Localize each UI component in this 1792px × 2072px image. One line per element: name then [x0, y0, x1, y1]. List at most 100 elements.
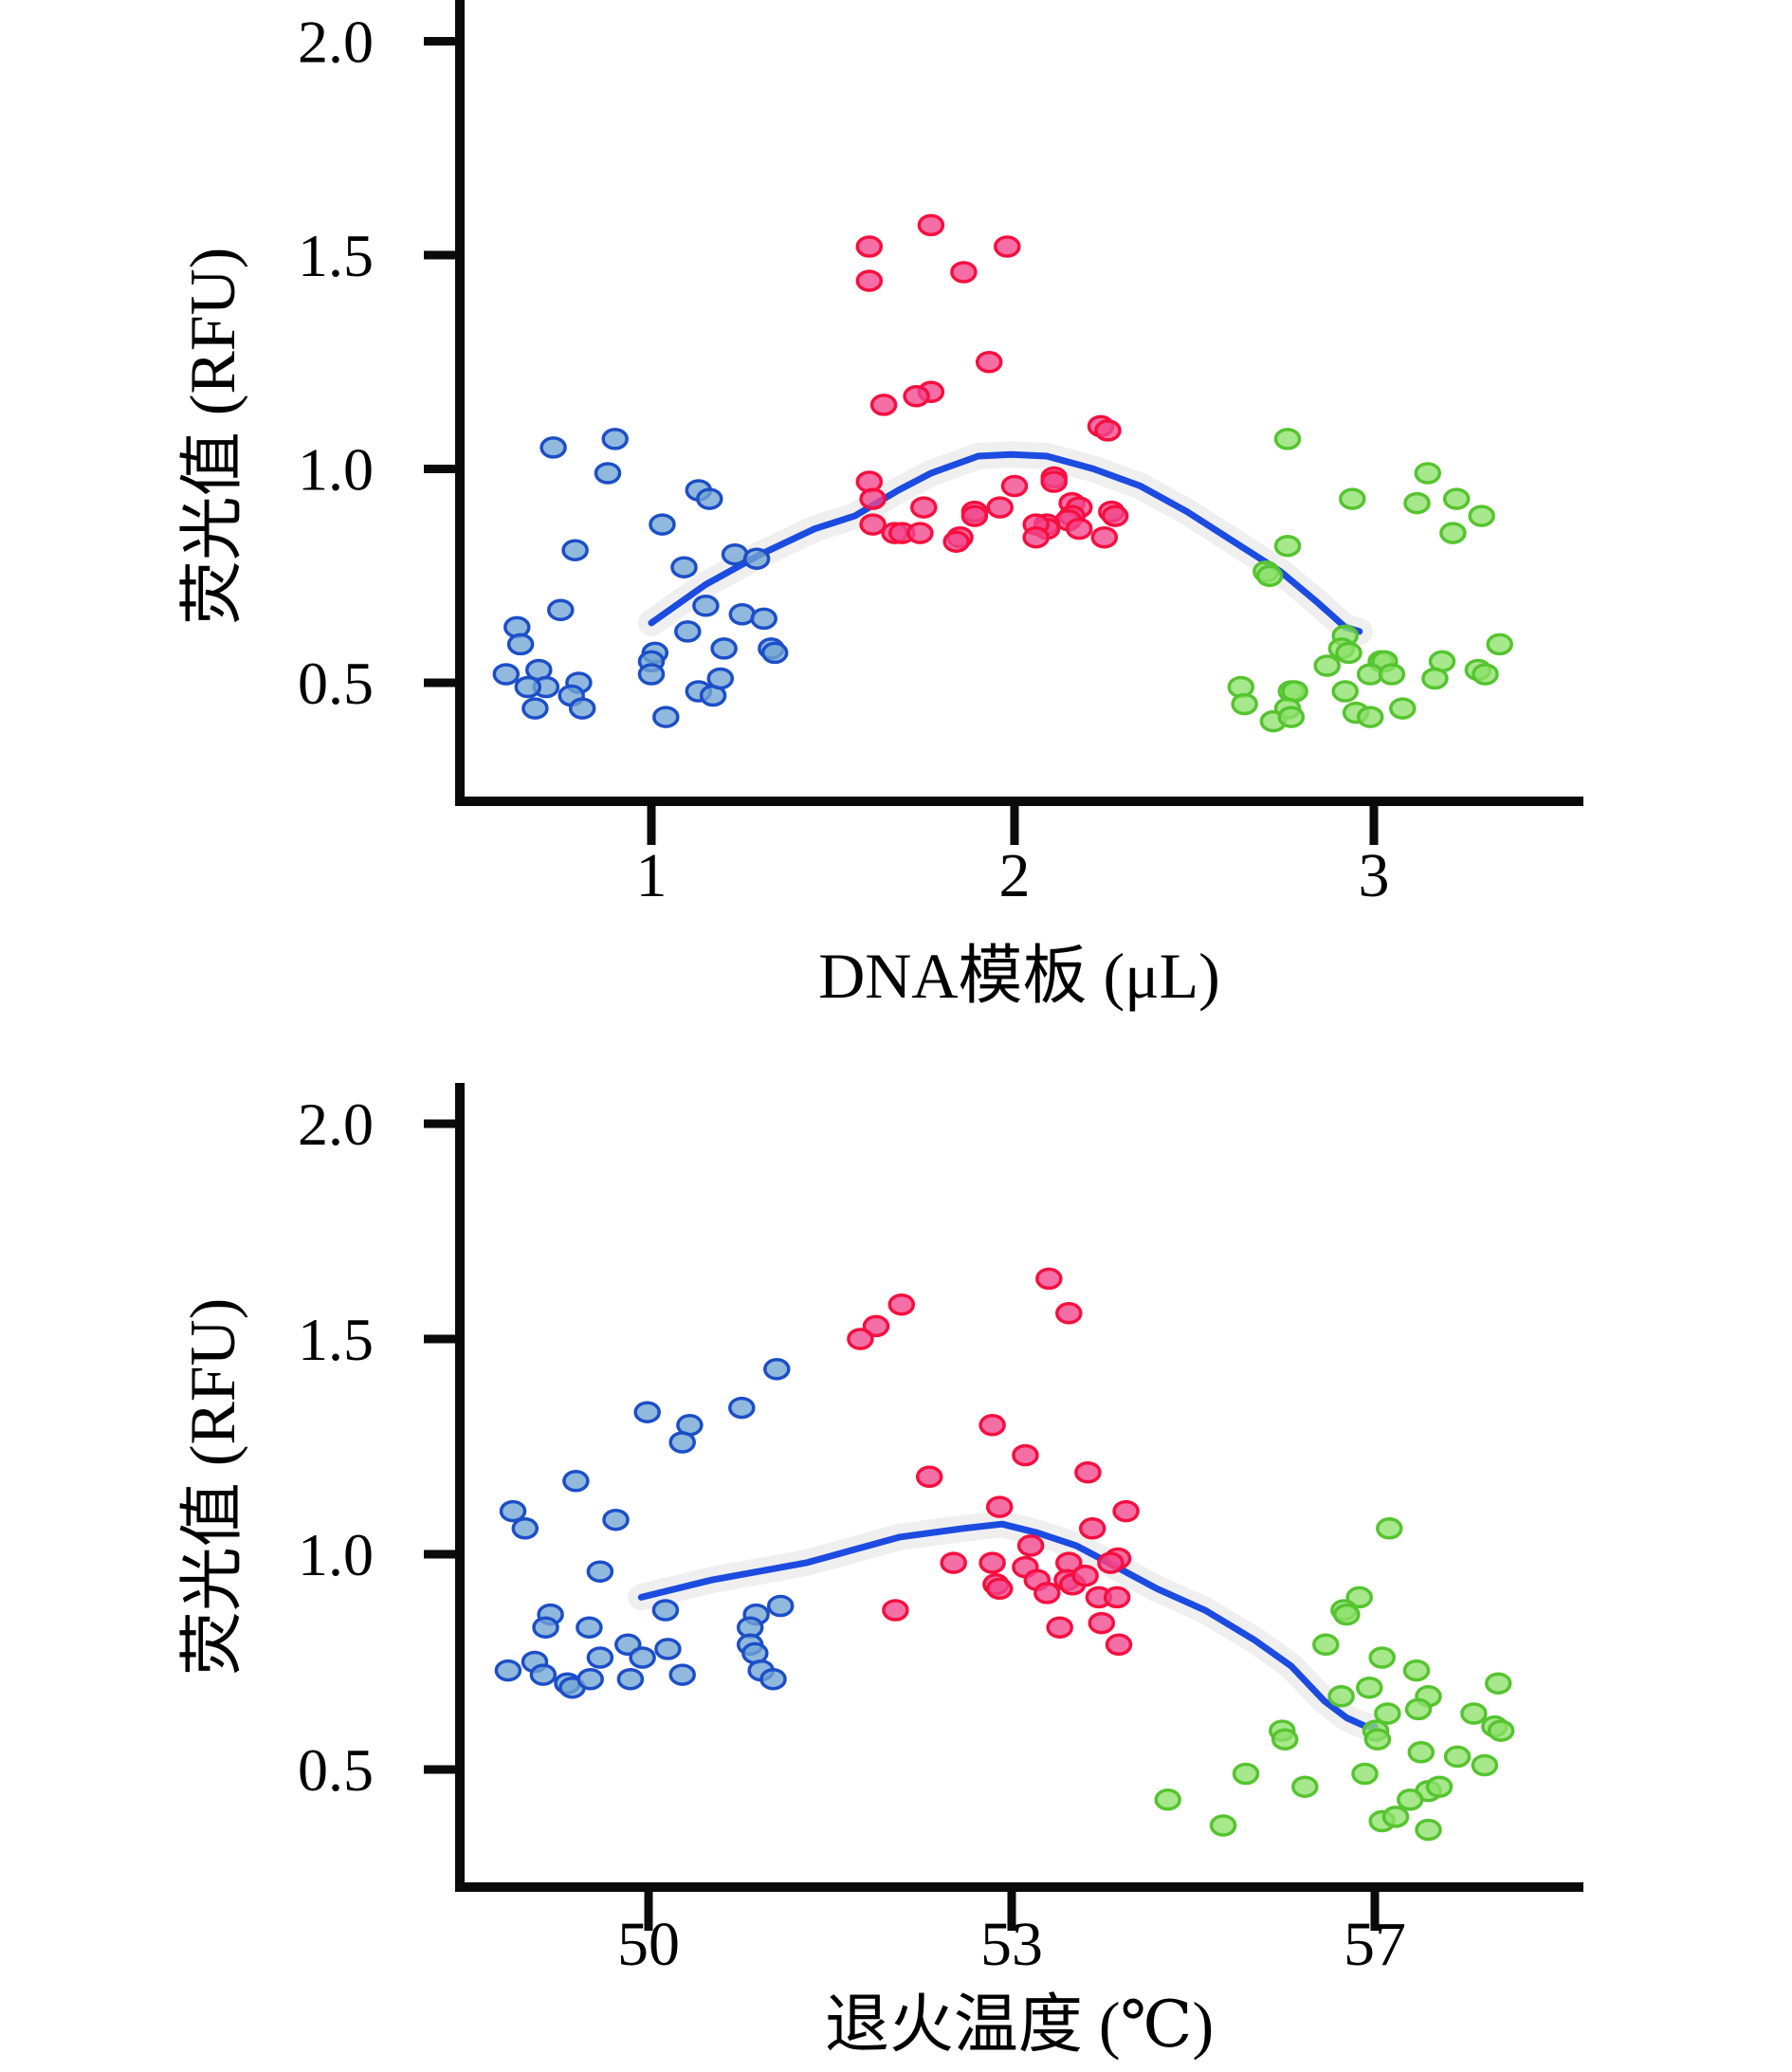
scatter-point-group-53C — [1046, 1616, 1073, 1639]
scatter-point-group-57C — [1363, 1728, 1392, 1751]
scatter-point-group-53C — [1016, 1534, 1045, 1557]
scatter-point-group-2uL — [1101, 504, 1129, 527]
scatter-point-group-2uL — [917, 213, 945, 237]
scatter-point-group-57C — [1356, 1676, 1383, 1699]
scatter-point-group-53C — [985, 1495, 1014, 1518]
scatter-point-group-2uL — [1040, 470, 1068, 493]
scatter-point-group-1uL — [568, 697, 596, 720]
scatter-point-group-57C — [1333, 1603, 1361, 1626]
scatter-point-group-3uL — [1331, 680, 1359, 703]
scatter-point-group-57C — [1154, 1788, 1181, 1811]
scatter-point-group-1uL — [728, 603, 757, 626]
scatter-point-group-50C — [763, 1358, 791, 1381]
y-axis-tick-label: 0.5 — [298, 1736, 374, 1804]
y-axis-tick-label: 1.5 — [298, 222, 374, 289]
scatter-point-group-57C — [1376, 1517, 1403, 1540]
scatter-point-group-53C — [978, 1551, 1006, 1574]
scatter-point-group-53C — [887, 1293, 916, 1316]
scatter-point-group-2uL — [910, 496, 938, 519]
scatter-point-group-1uL — [750, 607, 777, 631]
scatter-point-group-57C — [1312, 1633, 1340, 1657]
scatter-point-group-50C — [654, 1638, 682, 1660]
scatter-point-group-53C — [1074, 1460, 1102, 1484]
scatter-point-group-1uL — [637, 663, 666, 686]
scatter-point-group-3uL — [1313, 654, 1341, 677]
scatter-point-group-2uL — [855, 269, 884, 292]
scatter-point-group-53C — [1033, 1582, 1061, 1604]
scatter-point-group-1uL — [742, 547, 771, 570]
x-axis-tick-label: 3 — [1359, 841, 1390, 910]
y-axis-tick-label: 2.0 — [298, 9, 374, 76]
scatter-point-group-3uL — [1277, 706, 1306, 728]
scatter-point-group-57C — [1407, 1741, 1435, 1764]
scatter-point-group-50C — [529, 1663, 558, 1686]
y-axis-tick-label: 1.0 — [298, 436, 374, 504]
scatter-point-group-2uL — [1000, 474, 1029, 498]
x-axis-title: DNA模板 (μL) — [818, 940, 1220, 1012]
scatter-point-group-50C — [668, 1431, 696, 1454]
scatter-point-group-3uL — [1356, 706, 1384, 728]
scatter-point-group-1uL — [652, 706, 680, 728]
scatter-point-group-1uL — [521, 697, 549, 720]
scatter-point-group-1uL — [492, 663, 521, 686]
scatter-point-group-50C — [759, 1667, 787, 1691]
scatter-point-group-3uL — [1403, 491, 1431, 515]
scatter-point-group-2uL — [903, 385, 930, 408]
scatter-point-group-1uL — [594, 462, 622, 485]
scatter-point-group-3uL — [1468, 504, 1495, 527]
scatter-point-group-2uL — [1094, 419, 1122, 442]
scatter-point-group-1uL — [539, 436, 567, 459]
scatter-point-group-1uL — [561, 539, 589, 561]
scatter-point-group-53C — [1071, 1564, 1099, 1587]
scatter-point-group-2uL — [855, 235, 884, 258]
scatter-point-group-1uL — [760, 641, 789, 665]
scatter-point-group-57C — [1402, 1659, 1431, 1682]
scatter-point-group-53C — [1103, 1586, 1131, 1609]
scatter-point-group-53C — [1078, 1517, 1106, 1540]
scatter-point-group-2uL — [960, 504, 989, 527]
scatter-point-group-2uL — [950, 261, 978, 284]
scatter-point-group-2uL — [1090, 525, 1119, 549]
scatter-point-group-50C — [586, 1560, 614, 1583]
scatter-point-group-57C — [1368, 1646, 1396, 1669]
scatter-point-group-50C — [562, 1470, 590, 1493]
scatter-point-group-53C — [985, 1577, 1014, 1601]
scatter-point-group-3uL — [1439, 522, 1467, 544]
y-axis-title: 荧光值 (RFU) — [176, 248, 248, 626]
scatter-point-group-2uL — [975, 351, 1003, 374]
scatter-point-group-57C — [1271, 1728, 1299, 1751]
scatter-point-group-1uL — [710, 637, 738, 660]
scatter-point-group-1uL — [649, 513, 676, 536]
scatter-point-group-50C — [629, 1646, 656, 1669]
scatter-point-group-50C — [576, 1667, 604, 1691]
scatter-point-group-3uL — [1389, 697, 1417, 720]
scatter-point-group-53C — [1012, 1443, 1039, 1467]
scatter-point-group-3uL — [1486, 633, 1513, 656]
scatter-point-group-50C — [633, 1401, 661, 1423]
scatter-point-group-53C — [1105, 1633, 1133, 1657]
scatter-point-group-50C — [532, 1616, 559, 1639]
scatter-point-group-1uL — [706, 667, 735, 690]
scatter-point-group-57C — [1397, 1788, 1424, 1811]
scatter-point-group-2uL — [869, 394, 898, 416]
scatter-point-group-3uL — [1255, 564, 1284, 588]
scatter-point-group-50C — [668, 1663, 696, 1686]
scatter-point-group-57C — [1291, 1775, 1319, 1798]
scatter-point-group-3uL — [1472, 663, 1499, 686]
scatter-point-group-1uL — [514, 675, 542, 699]
scatter-point-group-57C — [1471, 1753, 1499, 1777]
scatter-point-group-3uL — [1421, 667, 1449, 690]
scatter-point-group-2uL — [1065, 517, 1093, 541]
scatter-point-group-57C — [1415, 1818, 1442, 1842]
scatter-point-group-50C — [651, 1599, 680, 1622]
scatter-point-group-3uL — [1231, 692, 1258, 716]
scatter-point-group-2uL — [906, 522, 934, 544]
scatter-point-group-57C — [1460, 1702, 1488, 1725]
scatter-point-group-1uL — [721, 542, 749, 566]
annealing-temperature-chart: 0.5 1.0 1.5 2.0 50 53 57 退火温度 (℃) 荧光值 (RFU) — [176, 1083, 1583, 2061]
scatter-point-group-53C — [940, 1551, 967, 1574]
scatter-point-group-1uL — [601, 428, 629, 450]
x-axis-tick-label: 50 — [617, 1910, 680, 1979]
y-axis-tick-label: 1.0 — [298, 1521, 374, 1588]
